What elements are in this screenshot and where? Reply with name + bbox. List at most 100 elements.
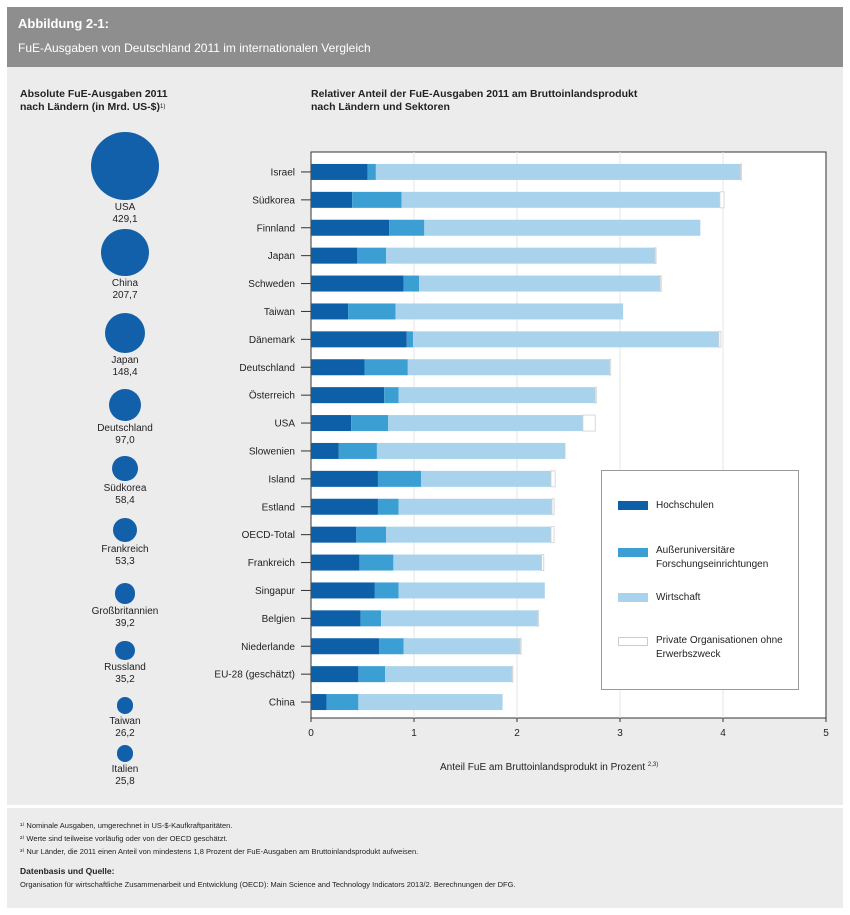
legend-label-hochschulen: Hochschulen [656, 500, 714, 511]
bubble-9 [116, 745, 134, 762]
bar-19-series-0 [311, 694, 327, 711]
bar-5-series-2 [395, 303, 624, 320]
bubble-label-5: Frankreich 53,3 [65, 544, 185, 568]
bubble-7 [115, 641, 135, 661]
x-axis-label-text: Anteil FuE am Bruttoinlandsprodukt in Pr… [440, 762, 646, 773]
bar-3-series-0 [311, 247, 358, 264]
bubble-8 [116, 697, 134, 714]
bubble-6 [114, 583, 136, 604]
category-label-12: Estland [262, 502, 295, 513]
bar-1-series-1 [352, 191, 402, 208]
bubble-country-9: Italien [111, 763, 139, 775]
category-label-18: EU-28 (geschätzt) [214, 670, 295, 681]
bar-0-series-1 [367, 163, 376, 180]
bar-title-line1: Relativer Anteil der FuE-Ausgaben 2011 a… [311, 88, 638, 100]
legend-label-ausseruniversitaere: Außeruniversitäre Forschungseinrichtunge… [656, 545, 769, 570]
bar-6-series-2 [412, 331, 719, 348]
figure-header: Abbildung 2-1: FuE-Ausgaben von Deutschl… [7, 7, 843, 67]
legend-swatch-ausseruniversitaere [618, 548, 648, 557]
bar-7-series-2 [407, 359, 610, 376]
category-label-10: Slowenien [249, 446, 295, 457]
bubble-title-footnote: 1) [160, 104, 166, 110]
bar-16-series-1 [360, 610, 382, 627]
category-label-15: Singapur [255, 586, 296, 597]
footnotes: ¹⁾ Nominale Ausgaben, umgerechnet in US-… [7, 808, 843, 908]
bubble-title-line2-wrap: nach Ländern (in Mrd. US-$)1) [20, 101, 230, 114]
bubble-country-0: USA [114, 202, 136, 213]
bar-5-series-1 [348, 303, 396, 320]
bar-18-series-3 [511, 665, 514, 683]
legend-swatch-private [618, 637, 648, 646]
bubble-label-8: Taiwan 26,2 [65, 716, 185, 740]
bar-11-series-1 [377, 470, 422, 487]
bar-6-series-1 [406, 331, 413, 348]
bar-6-series-3 [718, 330, 722, 348]
figure-label: Abbildung 2-1: [18, 16, 109, 31]
bubble-value-2: 148,4 [112, 366, 138, 378]
x-tick-label-1: 1 [411, 728, 417, 739]
bubble-country-5: Frankreich [101, 543, 149, 555]
bubble-label-0: USA 429,1 [65, 202, 185, 226]
bar-17-series-3 [519, 637, 522, 655]
bubble-value-3: 97,0 [115, 435, 135, 447]
bar-9-series-1 [351, 415, 389, 432]
bar-19-series-2 [358, 694, 503, 711]
bar-6-series-0 [311, 331, 407, 348]
bar-0-series-3 [740, 163, 742, 181]
category-label-3: Japan [268, 251, 295, 262]
x-tick-label-0: 0 [308, 728, 314, 739]
bar-8-series-2 [398, 387, 596, 404]
x-axis-label: Anteil FuE am Bruttoinlandsprodukt in Pr… [440, 762, 658, 773]
bar-17-series-0 [311, 638, 379, 655]
bubble-label-3: Deutschland 97,0 [65, 423, 185, 447]
category-label-5: Taiwan [264, 307, 295, 318]
category-label-2: Finnland [257, 223, 295, 234]
category-label-6: Dänemark [249, 335, 296, 346]
bar-10-series-1 [338, 442, 377, 459]
bar-10-series-0 [311, 442, 339, 459]
bar-9-series-3 [582, 414, 596, 432]
bar-12-series-0 [311, 498, 378, 515]
bubble-2 [105, 313, 145, 353]
bar-18-series-1 [358, 666, 386, 683]
bubble-1 [101, 229, 149, 277]
bubble-label-2: Japan 148,4 [65, 355, 185, 379]
bar-4-series-1 [403, 275, 420, 292]
bar-16-series-2 [381, 610, 538, 627]
source-heading: Datenbasis und Quelle: [20, 866, 115, 876]
bar-4-series-3 [659, 275, 662, 292]
bar-9-series-0 [311, 415, 352, 432]
bubble-value-7: 35,2 [115, 674, 135, 686]
bubble-title-line2: nach Ländern (in Mrd. US-$) [20, 101, 161, 113]
x-tick-label-5: 5 [823, 728, 829, 739]
source-text: Organisation für wirtschaftliche Zusamme… [20, 880, 516, 889]
category-label-0: Israel [271, 167, 295, 178]
category-label-7: Deutschland [239, 363, 295, 374]
footnote-3: ³⁾ Nur Länder, die 2011 einen Anteil von… [20, 847, 419, 856]
bar-4-series-2 [419, 275, 661, 292]
bar-14-series-0 [311, 554, 360, 571]
bar-1-series-3 [719, 191, 725, 209]
bar-7-series-0 [311, 359, 365, 376]
bar-8-series-3 [594, 386, 597, 404]
bubble-label-1: China 207,7 [65, 278, 185, 302]
bubble-value-0: 429,1 [112, 214, 138, 225]
bar-16-series-0 [311, 610, 361, 627]
bubble-country-8: Taiwan [109, 715, 141, 727]
bar-12-series-3 [551, 498, 555, 516]
figure-title: FuE-Ausgaben von Deutschland 2011 im int… [18, 41, 371, 55]
category-label-13: OECD-Total [242, 530, 295, 541]
bubble-country-6: Großbritannien [91, 605, 159, 617]
bar-3-series-3 [654, 247, 657, 265]
bar-17-series-1 [378, 638, 404, 655]
bar-16-series-3 [537, 609, 540, 627]
bar-11-series-0 [311, 470, 378, 487]
bubble-value-9: 25,8 [115, 775, 135, 787]
bar-13-series-2 [386, 526, 551, 543]
x-axis-label-footnote: 2,3) [647, 762, 659, 768]
bubble-4 [112, 456, 138, 482]
category-label-17: Niederlande [241, 642, 295, 653]
bubble-3 [108, 389, 142, 422]
bubble-country-2: Japan [111, 354, 139, 366]
